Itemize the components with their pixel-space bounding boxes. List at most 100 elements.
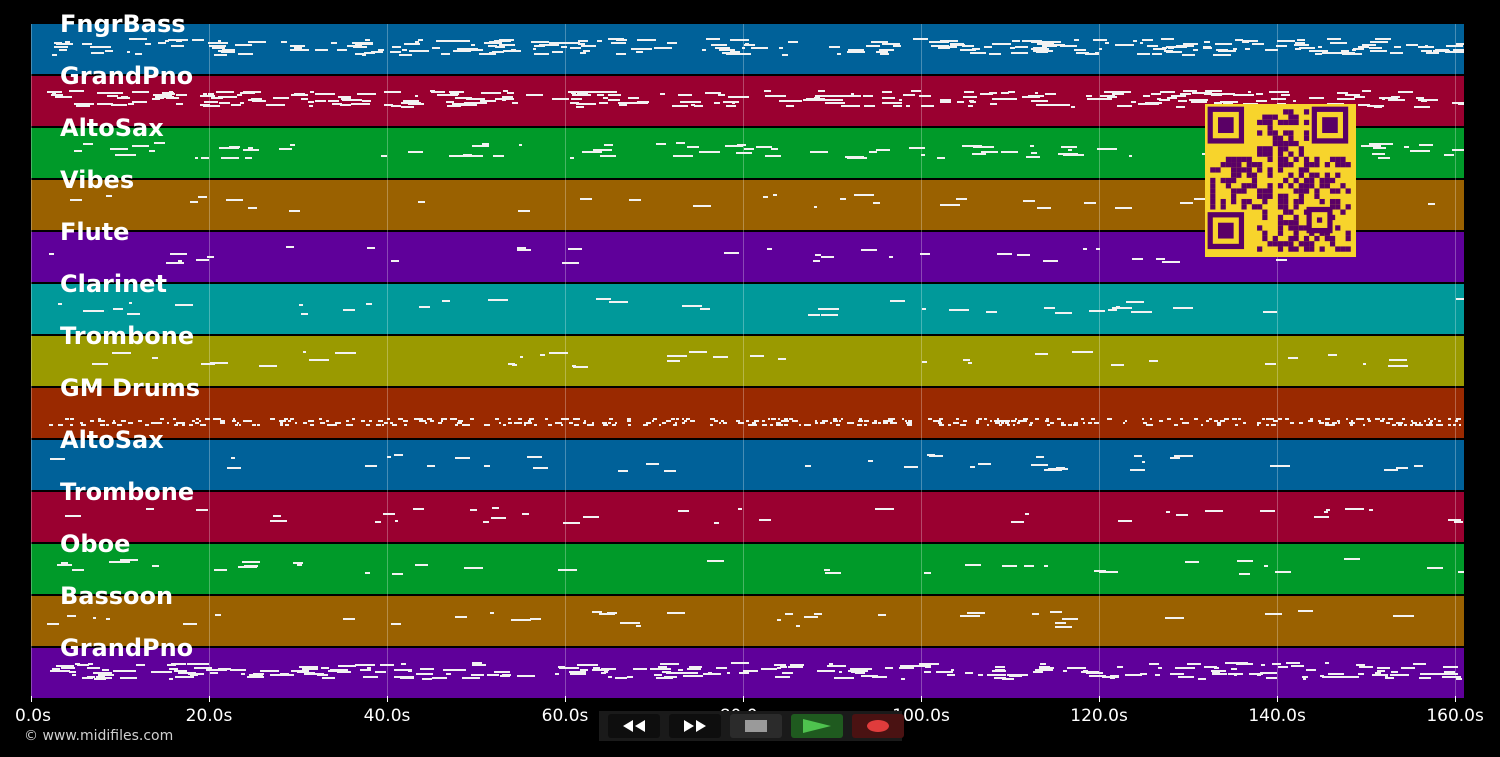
- track-lane[interactable]: [31, 76, 1464, 126]
- midi-note: [570, 98, 582, 101]
- midi-note: [472, 663, 487, 666]
- track-lane[interactable]: [31, 544, 1464, 594]
- stop-button[interactable]: [730, 714, 782, 738]
- midi-note: [1433, 418, 1437, 420]
- midi-note: [595, 298, 611, 300]
- track-lane[interactable]: [31, 492, 1464, 542]
- midi-note: [101, 669, 110, 672]
- midi-note: [1285, 662, 1301, 665]
- track-lane[interactable]: [31, 336, 1464, 386]
- midi-note: [1093, 569, 1107, 572]
- midi-note: [322, 676, 335, 679]
- play-button[interactable]: [791, 714, 843, 738]
- midi-note: [885, 667, 894, 670]
- midi-note: [870, 40, 888, 43]
- midi-note: [202, 93, 207, 96]
- midi-note: [403, 420, 408, 422]
- midi-note: [105, 50, 113, 53]
- midi-note: [1160, 91, 1176, 94]
- midi-note: [1327, 102, 1344, 105]
- midi-note: [635, 624, 641, 627]
- midi-note: [1264, 613, 1283, 616]
- midi-note: [286, 246, 294, 249]
- midi-note: [1224, 662, 1239, 665]
- midi-note: [882, 422, 888, 424]
- midi-note: [1116, 666, 1124, 669]
- midi-note: [454, 424, 458, 426]
- midi-note: [1133, 454, 1142, 457]
- midi-note: [202, 104, 221, 107]
- midi-note: [1200, 424, 1204, 426]
- track-lane[interactable]: [31, 388, 1464, 438]
- midi-note: [989, 420, 993, 422]
- midi-note: [686, 418, 690, 420]
- midi-note: [784, 424, 789, 426]
- midi-note: [502, 50, 522, 53]
- midi-note: [562, 261, 580, 264]
- midi-note: [1044, 307, 1056, 310]
- fast-forward-button[interactable]: [669, 714, 721, 738]
- midi-note: [599, 101, 608, 104]
- tick-mark: [921, 696, 923, 702]
- midi-note: [893, 104, 902, 107]
- midi-note: [284, 424, 289, 426]
- midi-note: [681, 418, 684, 420]
- midi-note: [112, 422, 117, 424]
- midi-note: [69, 424, 74, 426]
- midi-note: [247, 207, 257, 210]
- midi-note: [374, 670, 387, 673]
- midi-note: [1359, 418, 1364, 420]
- midi-note: [659, 663, 680, 666]
- midi-note: [1090, 418, 1095, 420]
- midi-note: [967, 362, 972, 365]
- midi-note: [1401, 666, 1415, 669]
- track-lane[interactable]: [31, 440, 1464, 490]
- midi-note: [1129, 155, 1133, 158]
- midi-note: [846, 156, 867, 159]
- midi-note: [1043, 260, 1058, 263]
- midi-note: [360, 420, 365, 422]
- midi-note: [1307, 420, 1313, 422]
- midi-note: [1211, 90, 1223, 93]
- midi-note: [1341, 50, 1349, 53]
- midi-note: [244, 157, 253, 160]
- track-lane[interactable]: [31, 648, 1464, 698]
- midi-note: [607, 99, 620, 102]
- midi-note: [603, 671, 609, 674]
- midi-note: [813, 205, 818, 208]
- midi-note: [196, 259, 209, 262]
- midi-note: [1314, 53, 1322, 56]
- track-lane[interactable]: [31, 596, 1464, 646]
- midi-note: [856, 424, 860, 426]
- record-button[interactable]: [852, 714, 904, 738]
- midi-note: [419, 668, 435, 671]
- rewind-button[interactable]: [608, 714, 660, 738]
- midi-note: [627, 424, 632, 426]
- midi-note: [1389, 358, 1407, 361]
- midi-note: [238, 566, 258, 569]
- midi-note: [1329, 42, 1348, 45]
- midi-note: [722, 422, 728, 424]
- midi-note: [289, 144, 296, 147]
- transport-controls: [599, 711, 904, 741]
- midi-note: [351, 102, 371, 105]
- midi-note: [288, 209, 300, 212]
- track-label: Oboe: [60, 530, 131, 558]
- track-lane[interactable]: [31, 284, 1464, 334]
- midi-note: [1345, 675, 1360, 678]
- midi-note: [265, 103, 286, 106]
- qr-code[interactable]: [1205, 104, 1356, 257]
- midi-note: [569, 47, 581, 50]
- track-lane[interactable]: [31, 24, 1464, 74]
- midi-note: [1193, 48, 1199, 51]
- midi-note: [909, 422, 912, 424]
- midi-note: [795, 624, 800, 627]
- midi-note: [128, 422, 134, 424]
- midi-note: [911, 664, 932, 667]
- midi-note: [480, 91, 501, 94]
- midi-note: [1130, 100, 1136, 103]
- midi-note: [1056, 418, 1061, 420]
- midi-note: [309, 420, 314, 422]
- midi-note: [175, 103, 183, 106]
- midi-note: [889, 255, 893, 258]
